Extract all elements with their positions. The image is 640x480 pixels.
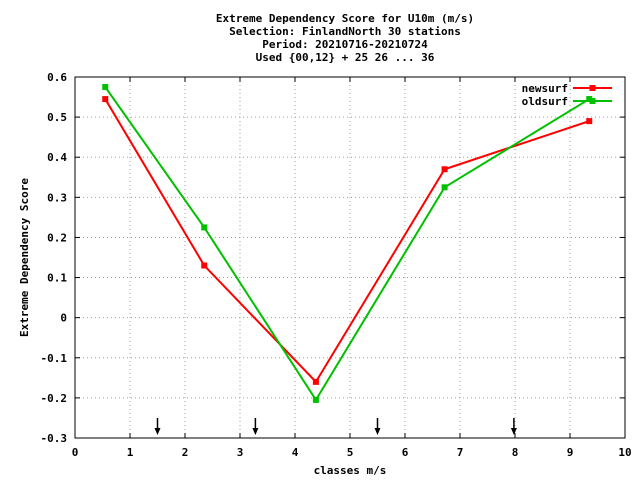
y-tick-label: 0 (60, 312, 67, 325)
class-boundary-arrows (154, 418, 517, 435)
x-tick-label: 8 (512, 446, 519, 459)
class-boundary-arrow (374, 418, 381, 435)
class-boundary-arrow (154, 418, 161, 435)
y-axis-label: Extreme Dependency Score (18, 178, 31, 337)
x-tick-label: 7 (457, 446, 464, 459)
x-axis-label: classes m/s (314, 464, 387, 477)
data-point-newsurf (201, 262, 208, 269)
x-tick-label: 6 (402, 446, 409, 459)
y-tick-label: -0.2 (41, 392, 68, 405)
data-point-newsurf (312, 378, 319, 385)
y-tick-label: 0.4 (47, 151, 67, 164)
series-line-newsurf (104, 98, 590, 384)
data-point-oldsurf (586, 96, 593, 103)
class-boundary-arrow (252, 418, 259, 435)
data-point-oldsurf (102, 84, 109, 91)
y-tick-label: 0.5 (47, 111, 67, 124)
data-point-oldsurf (312, 396, 319, 403)
x-tick-label: 0 (72, 446, 79, 459)
title-line: Extreme Dependency Score for U10m (m/s) (216, 12, 474, 25)
legend-marker-newsurf (589, 85, 596, 91)
title-line: Selection: FinlandNorth 30 stations (229, 25, 461, 38)
y-tick-label: -0.3 (41, 432, 68, 445)
x-tick-label: 10 (618, 446, 631, 459)
data-point-newsurf (102, 96, 109, 103)
legend-label-newsurf: newsurf (522, 82, 568, 95)
x-axis: 0 1 2 3 4 5 6 7 8 9 10 (72, 77, 632, 459)
legend-marker-oldsurf (589, 98, 596, 104)
y-tick-label: -0.1 (41, 352, 68, 365)
data-point-oldsurf (201, 224, 208, 231)
series-lines (102, 84, 593, 403)
grid (75, 77, 625, 438)
y-axis: -0.3 -0.2 -0.1 0 0.1 0.2 0.3 0.4 0.5 0.6 (41, 71, 625, 445)
data-point-newsurf (586, 118, 593, 125)
x-tick-label: 2 (182, 446, 189, 459)
legend-label-oldsurf: oldsurf (522, 95, 568, 108)
title-line: Used {00,12} + 25 26 ... 36 (256, 51, 435, 64)
series-line-oldsurf (104, 86, 590, 402)
x-tick-label: 9 (567, 446, 574, 459)
y-tick-label: 0.3 (47, 191, 67, 204)
x-tick-label: 3 (237, 446, 244, 459)
x-tick-label: 4 (292, 446, 299, 459)
y-tick-label: 0.2 (47, 231, 67, 244)
chart-title: Extreme Dependency Score for U10m (m/s)S… (216, 12, 474, 64)
y-tick-label: 0.6 (47, 71, 67, 84)
x-tick-label: 5 (347, 446, 354, 459)
title-line: Period: 20210716-20210724 (262, 38, 428, 51)
data-point-oldsurf (441, 184, 448, 191)
x-tick-label: 1 (127, 446, 134, 459)
data-point-newsurf (441, 166, 448, 173)
class-boundary-arrow (510, 418, 517, 435)
y-tick-label: 0.1 (47, 272, 67, 285)
